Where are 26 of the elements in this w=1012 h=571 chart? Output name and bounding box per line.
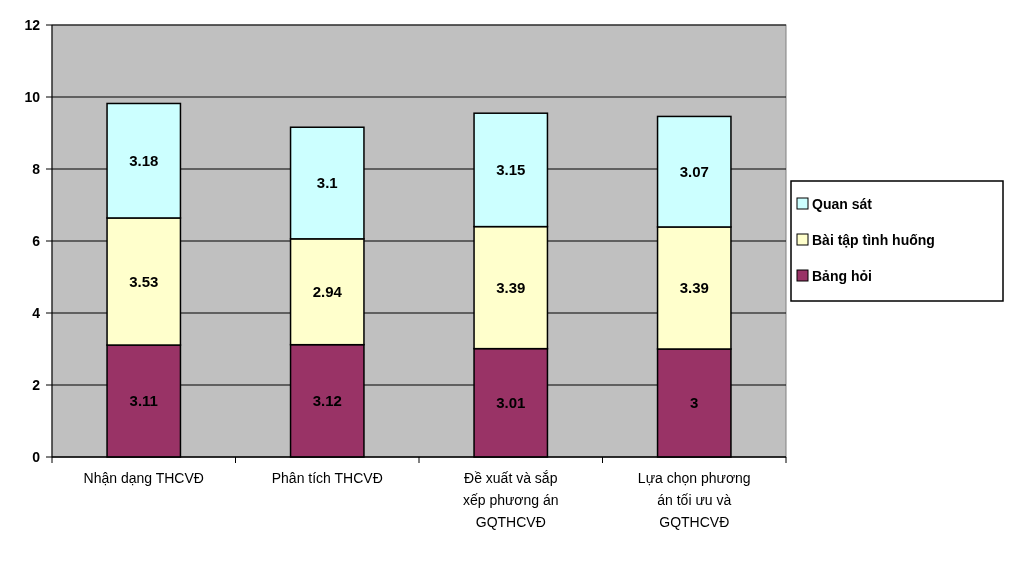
- legend-label: Bài tập tình huống: [812, 231, 935, 248]
- data-label: 3.39: [679, 279, 709, 297]
- y-tick-label: 12: [24, 16, 41, 33]
- legend-label: Bảng hỏi: [812, 267, 872, 284]
- y-tick-label: 2: [32, 376, 41, 393]
- legend-label: Quan sát: [812, 195, 873, 212]
- data-label: 2.94: [312, 283, 343, 301]
- data-label: 3.01: [496, 394, 526, 412]
- data-label: 3.18: [129, 151, 159, 169]
- data-label: 3.07: [679, 162, 709, 180]
- data-label: 3.39: [496, 278, 526, 296]
- x-tick-label: Nhận dạng THCVĐ: [83, 470, 204, 486]
- data-label: 3.11: [129, 392, 158, 410]
- y-tick-label: 8: [32, 160, 41, 177]
- data-label: 3.12: [312, 392, 342, 410]
- y-tick-label: 6: [32, 232, 41, 249]
- x-tick-label: Lựa chọn phương án tối ưu và GQTHCVĐ: [637, 470, 751, 530]
- data-label: 3: [690, 394, 699, 412]
- y-tick-label: 0: [32, 448, 41, 465]
- data-label: 3.1: [316, 174, 338, 192]
- y-tick-label: 4: [32, 304, 41, 321]
- x-tick-label: Đề xuất và sắp xếp phương án GQTHCVĐ: [462, 470, 559, 530]
- x-tick-label: Phân tích THCVĐ: [271, 470, 383, 486]
- data-label: 3.53: [129, 272, 159, 290]
- y-tick-label: 10: [24, 88, 41, 105]
- data-label: 3.15: [496, 161, 526, 179]
